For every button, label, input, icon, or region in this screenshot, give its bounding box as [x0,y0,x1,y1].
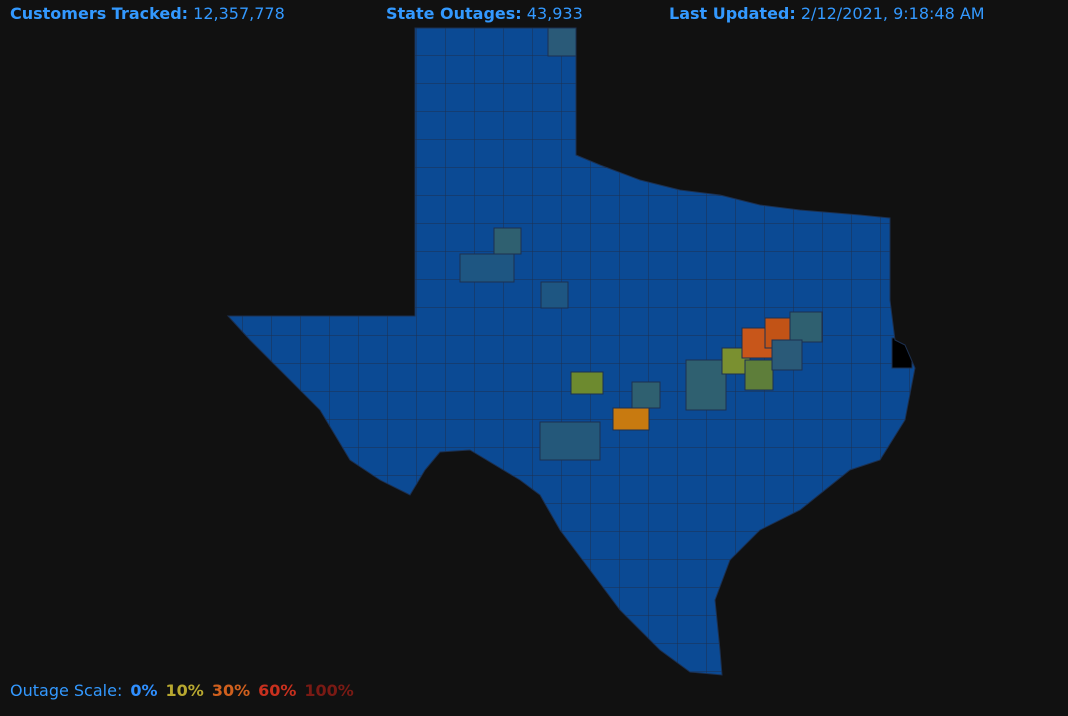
legend-item: 100% [304,681,354,700]
legend-item: 60% [258,681,297,700]
counties [228,28,915,675]
label: Customers Tracked: [10,4,189,23]
outage-scale: Outage Scale: 0% 10% 30% 60% 100% [10,681,354,700]
label: State Outages: [386,4,522,23]
customers-tracked: Customers Tracked: 12,357,778 [10,4,285,23]
legend-title: Outage Scale: [10,681,123,700]
label: Last Updated: [669,4,796,23]
legend-item: 10% [165,681,204,700]
last-updated: Last Updated: 2/12/2021, 9:18:48 AM [669,4,985,23]
value: 43,933 [526,4,583,23]
value: 2/12/2021, 9:18:48 AM [800,4,985,23]
legend-item: 30% [211,681,251,700]
state-outages: State Outages: 43,933 [386,4,583,23]
legend-item: 0% [130,681,158,700]
value: 12,357,778 [193,4,285,23]
